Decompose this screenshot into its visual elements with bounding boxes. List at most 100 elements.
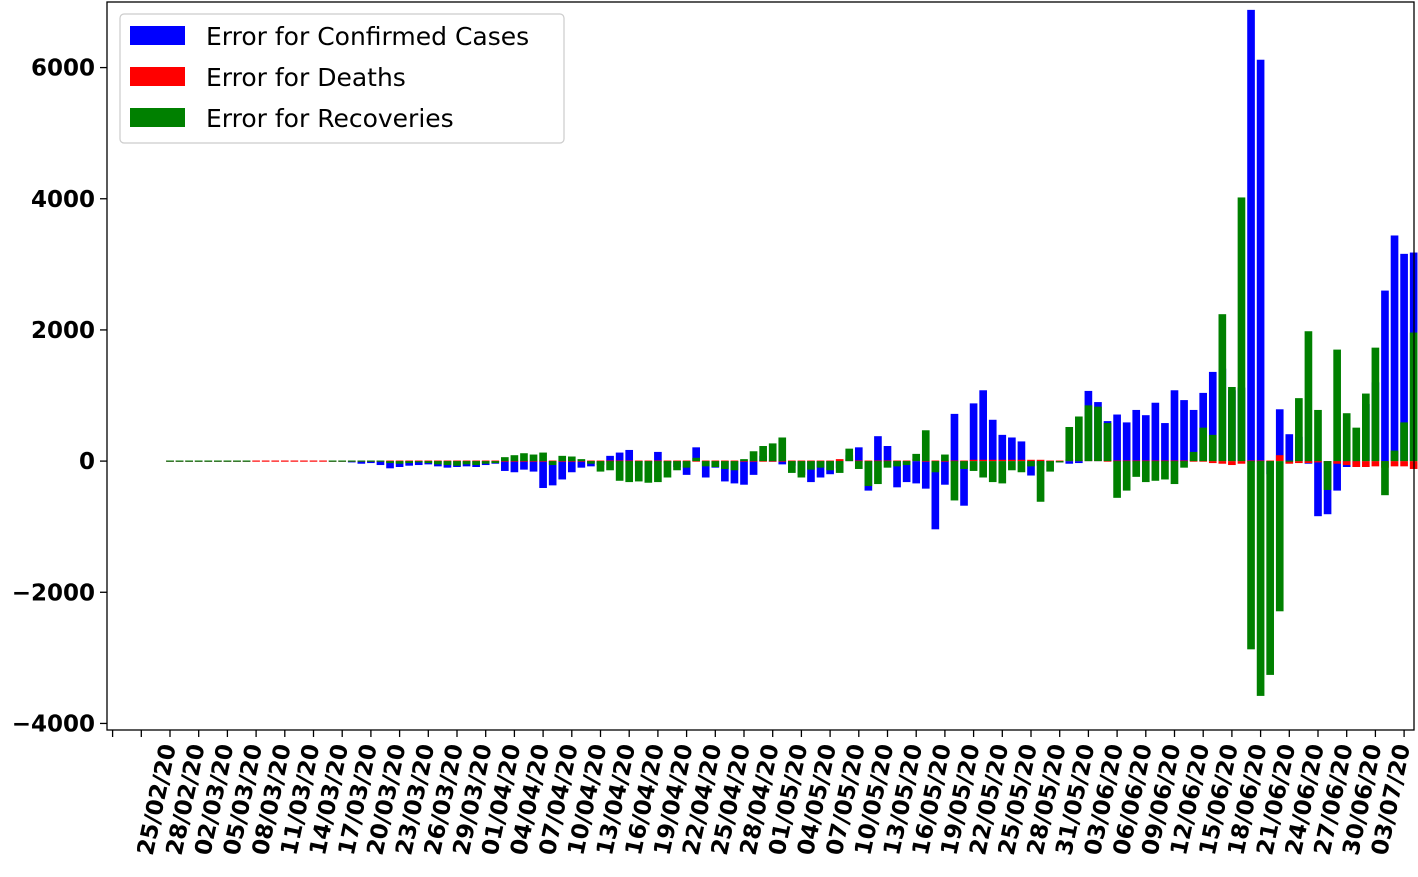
- bar-recoveries: [1161, 461, 1169, 480]
- bar-recoveries: [1390, 450, 1399, 462]
- bar-deaths: [1333, 461, 1341, 464]
- y-tick-label: −4000: [12, 711, 95, 737]
- bar-recoveries: [988, 461, 997, 483]
- bar-recoveries: [424, 461, 433, 464]
- bar-recoveries: [979, 461, 987, 478]
- bar-recoveries: [357, 460, 366, 462]
- bar-recoveries: [845, 448, 854, 462]
- bar-confirmed: [1189, 409, 1198, 462]
- bar-recoveries: [721, 461, 729, 469]
- bar-recoveries: [1113, 461, 1121, 498]
- bar-recoveries: [1151, 461, 1160, 481]
- legend: Error for Confirmed Cases Error for Deat…: [119, 13, 565, 144]
- bar-confirmed: [912, 461, 921, 484]
- bar-deaths: [300, 460, 308, 462]
- bar-recoveries: [233, 460, 241, 462]
- bar-recoveries: [1189, 451, 1198, 462]
- bar-confirmed: [921, 461, 930, 489]
- bar-recoveries: [1132, 461, 1141, 477]
- bar-confirmed: [960, 461, 968, 506]
- bar-recoveries: [768, 443, 777, 462]
- bar-confirmed: [625, 449, 634, 462]
- bar-deaths: [1228, 461, 1236, 466]
- bar-confirmed: [1256, 59, 1265, 462]
- bar-recoveries: [874, 461, 882, 485]
- bar-confirmed: [941, 461, 949, 485]
- bar-recoveries: [969, 461, 978, 471]
- bar-deaths: [252, 460, 260, 462]
- bar-deaths: [319, 460, 327, 462]
- bar-recoveries: [529, 454, 538, 462]
- bar-confirmed: [902, 461, 911, 483]
- bar-confirmed: [587, 461, 595, 467]
- bar-confirmed: [893, 461, 901, 488]
- bar-deaths: [1017, 459, 1026, 462]
- bar-confirmed: [615, 452, 624, 462]
- bar-recoveries: [797, 461, 806, 478]
- bar-recoveries: [634, 461, 643, 482]
- bar-deaths: [1342, 461, 1351, 466]
- bar-recoveries: [1362, 393, 1370, 462]
- bar-recoveries: [1199, 427, 1208, 462]
- bar-recoveries: [405, 461, 413, 464]
- bar-confirmed: [654, 451, 662, 462]
- bar-confirmed: [778, 461, 787, 465]
- bar-recoveries: [1103, 423, 1112, 462]
- bar-confirmed: [1027, 461, 1035, 476]
- bar-confirmed: [1314, 461, 1322, 517]
- bar-recoveries: [1218, 314, 1227, 462]
- bar-recoveries: [606, 461, 614, 471]
- bar-confirmed: [539, 461, 547, 488]
- bar-recoveries: [367, 460, 375, 462]
- legend-swatch-confirmed: [130, 26, 185, 45]
- bar-recoveries: [1256, 461, 1265, 696]
- bar-recoveries: [587, 461, 595, 464]
- bar-recoveries: [558, 455, 567, 462]
- bar-recoveries: [1371, 347, 1380, 462]
- bar-recoveries: [347, 460, 356, 462]
- bar-confirmed: [749, 461, 758, 475]
- bar-confirmed: [1400, 253, 1408, 462]
- bar-recoveries: [854, 461, 863, 469]
- bar-confirmed: [807, 461, 815, 483]
- y-tick-label: 4000: [31, 187, 95, 213]
- bar-confirmed: [1247, 9, 1255, 462]
- bar-recoveries: [501, 457, 509, 462]
- bar-deaths: [290, 460, 299, 462]
- bar-deaths: [1027, 459, 1035, 462]
- bar-confirmed: [405, 461, 413, 466]
- bar-recoveries: [740, 459, 748, 462]
- bar-recoveries: [835, 461, 844, 473]
- bar-recoveries: [1333, 349, 1341, 462]
- legend-label-recoveries: Error for Recoveries: [206, 104, 454, 133]
- bar-recoveries: [596, 461, 605, 472]
- bar-confirmed: [606, 455, 614, 462]
- bar-deaths: [1008, 459, 1016, 462]
- bar-recoveries: [625, 461, 634, 483]
- bar-confirmed: [1151, 402, 1160, 462]
- bar-deaths: [778, 460, 787, 462]
- bar-recoveries: [1008, 461, 1016, 471]
- bar-confirmed: [1381, 290, 1389, 462]
- bar-confirmed: [692, 447, 700, 462]
- bar-deaths: [1304, 461, 1313, 464]
- bar-confirmed: [721, 461, 729, 482]
- bar-recoveries: [1017, 461, 1026, 473]
- bar-recoveries: [883, 461, 892, 468]
- bar-recoveries: [1122, 461, 1131, 491]
- bar-confirmed: [1208, 371, 1217, 462]
- bar-recoveries: [1275, 461, 1284, 612]
- bar-confirmed: [1285, 434, 1294, 462]
- bar-recoveries: [1285, 460, 1294, 462]
- bar-recoveries: [1208, 434, 1217, 462]
- bar-confirmed: [979, 390, 987, 462]
- x-axis: 25/02/2028/02/2002/03/2005/03/2008/03/20…: [111, 730, 1416, 858]
- bar-confirmed: [1122, 422, 1131, 462]
- bar-confirmed: [501, 461, 509, 471]
- bar-recoveries: [615, 461, 624, 481]
- bar-recoveries: [682, 461, 691, 468]
- bar-recoveries: [644, 461, 653, 483]
- bar-confirmed: [883, 446, 892, 462]
- bar-confirmed: [969, 403, 978, 462]
- bar-recoveries: [816, 461, 825, 468]
